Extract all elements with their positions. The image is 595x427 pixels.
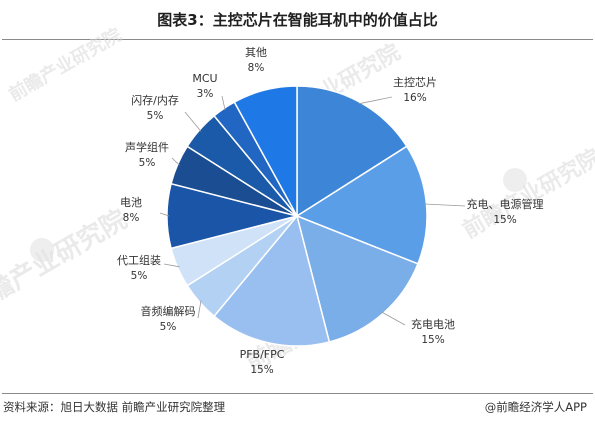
slice-category-label: 代工组装: [117, 253, 161, 267]
pie-slice: [233, 85, 298, 217]
slice-value-label: 5%: [139, 157, 156, 169]
leader-line: [358, 96, 393, 105]
title-divider: [2, 39, 593, 40]
leader-line: [184, 111, 202, 132]
slice-category-label: 声学组件: [125, 140, 169, 154]
watermark-text: 前瞻产业研究院: [5, 24, 125, 106]
slice-value-label: 15%: [250, 364, 273, 376]
slice-category-label: 充电电池: [411, 317, 455, 331]
watermark-logo-icon: [30, 238, 54, 262]
leader-line: [221, 95, 226, 111]
slice-value-label: 15%: [493, 214, 516, 226]
brand-credit: @前瞻经济学人APP: [484, 400, 587, 414]
slice-value-label: 16%: [403, 92, 426, 104]
leader-line: [159, 212, 170, 217]
leader-lines: [159, 95, 466, 326]
leader-line: [197, 300, 202, 319]
leader-line: [424, 203, 466, 207]
slice-value-label: 3%: [197, 88, 214, 100]
pie-slice: [296, 85, 408, 218]
slice-labels: 主控芯片 16% 充电、电源管理 15% 充电电池 15% PFB/FPC 15% 音频编解码 5…: [117, 46, 544, 376]
slice-value-label: 5%: [147, 110, 164, 122]
slice-category-label: 闪存/内存: [131, 93, 179, 107]
source-note: 资料来源：旭日大数据 前瞻产业研究院整理: [3, 400, 226, 414]
slice-category-label: 充电、电源管理: [467, 197, 544, 211]
watermark-text: 前瞻产业研究院: [0, 204, 132, 322]
slice-category-label: 其他: [245, 46, 267, 59]
slice-value-label: 5%: [160, 321, 177, 333]
chart-title: 图表3：主控芯片在智能耳机中的价值占比: [157, 11, 438, 29]
pie-slices: [166, 85, 428, 347]
footer-divider: [2, 393, 593, 394]
slice-value-label: 8%: [248, 62, 265, 74]
leader-line: [163, 263, 180, 268]
slice-value-label: 5%: [131, 270, 148, 282]
pie-slice: [213, 214, 331, 347]
slice-category-label: 音频编解码: [141, 304, 196, 318]
slice-category-label: PFB/FPC: [240, 348, 285, 361]
slice-category-label: MCU: [192, 72, 217, 85]
watermark-logo-icon: [503, 168, 527, 192]
slice-value-label: 15%: [421, 334, 444, 346]
slice-category-label: 主控芯片: [393, 75, 437, 89]
leader-line: [381, 311, 406, 326]
slice-value-label: 8%: [123, 212, 140, 224]
pie-slice: [295, 214, 419, 343]
slice-category-label: 电池: [120, 196, 142, 209]
watermark-text: 前瞻产业研究院: [458, 144, 595, 244]
leader-line: [171, 157, 180, 166]
